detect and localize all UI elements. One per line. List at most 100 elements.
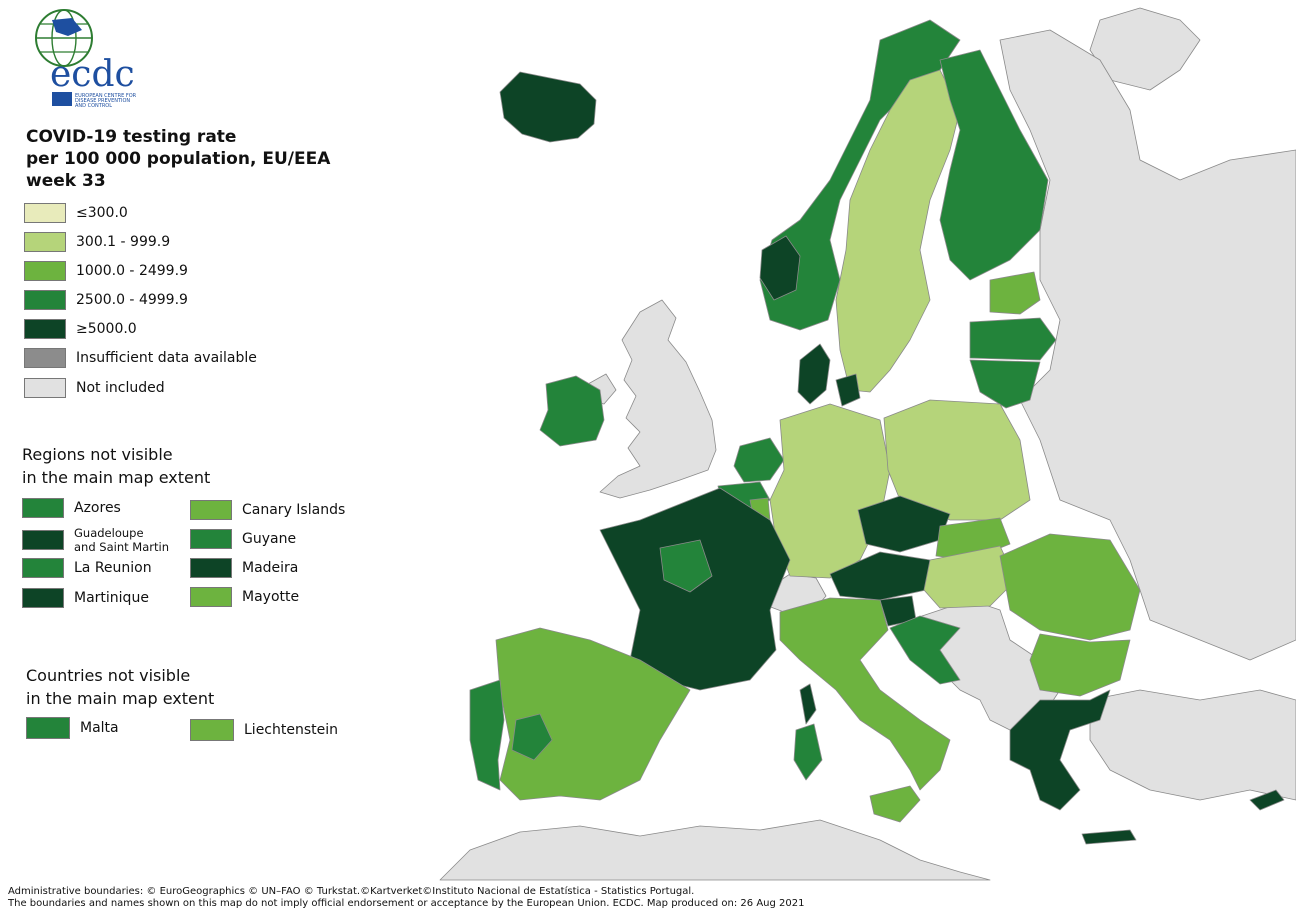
- legend-swatch: [22, 558, 64, 578]
- regions-title-line-1: Regions not visible: [22, 445, 173, 464]
- region-label: Guadeloupe and Saint Martin: [74, 526, 169, 554]
- country-legend-item: Malta: [26, 717, 119, 739]
- title-line-1: COVID-19 testing rate: [26, 127, 237, 147]
- region-corsica: [799, 683, 817, 725]
- logo-subtitle-2: DISEASE PREVENTION: [75, 98, 130, 104]
- logo-subtitle-1: EUROPEAN CENTRE FOR: [75, 93, 137, 99]
- legend-swatch: [26, 717, 70, 739]
- legend-item: Not included: [24, 377, 165, 399]
- legend-swatch: [190, 558, 232, 578]
- legend-swatch: [190, 529, 232, 549]
- country-greece: [1009, 689, 1111, 811]
- title-line-3: week 33: [26, 171, 106, 191]
- legend-label: 300.1 - 999.9: [76, 234, 171, 250]
- country-hungary: [923, 545, 1017, 609]
- logo-wordmark: ecdc: [50, 54, 135, 95]
- region-france-centre: [659, 539, 713, 593]
- country-iceland: [499, 71, 597, 143]
- legend-swatch: [24, 232, 66, 252]
- country-finland: [939, 49, 1049, 281]
- region-spain-west: [511, 713, 553, 761]
- country-poland: [883, 399, 1031, 521]
- title-line-2: per 100 000 population, EU/EEA: [26, 149, 331, 169]
- country-romania: [999, 533, 1141, 641]
- legend-swatch: [24, 378, 66, 398]
- footer-attribution: Administrative boundaries: © EuroGeograp…: [8, 886, 804, 910]
- region-legend-item: Madeira: [190, 557, 298, 579]
- region-legend-item: Mayotte: [190, 586, 299, 608]
- country-france: [599, 487, 791, 691]
- ecdc-logo: ecdc EUROPEAN CENTRE FOR DISEASE PREVENT…: [35, 9, 137, 109]
- country-bulgaria: [1029, 633, 1131, 697]
- region-label: Canary Islands: [242, 502, 346, 518]
- country-sweden: [835, 69, 961, 393]
- legend-swatch: [22, 498, 64, 518]
- country-denmark: [797, 343, 831, 405]
- legend-item: ≥5000.0: [24, 318, 137, 340]
- countries-title-line-2: in the main map extent: [26, 689, 215, 708]
- legend-swatch: [24, 348, 66, 368]
- region-label: Azores: [74, 500, 121, 516]
- region-uk: [599, 299, 717, 499]
- legend-item: Insufficient data available: [24, 347, 257, 369]
- legend-swatch: [24, 319, 66, 339]
- region-label: Mayotte: [242, 589, 300, 605]
- legend-label: ≤300.0: [76, 205, 128, 221]
- legend-item: 300.1 - 999.9: [24, 231, 170, 253]
- country-estonia: [989, 271, 1041, 315]
- region-turkey: [1089, 689, 1296, 801]
- region-denmark-islands: [835, 373, 861, 407]
- country-label: Liechtenstein: [244, 722, 339, 738]
- legend-swatch: [22, 530, 64, 550]
- region-label: La Reunion: [74, 560, 152, 576]
- legend-item: 2500.0 - 4999.9: [24, 289, 188, 311]
- region-sicily: [869, 785, 921, 823]
- regions-section-title: Regions not visible in the main map exte…: [22, 443, 210, 489]
- legend-swatch: [190, 719, 234, 741]
- legend-label: 1000.0 - 2499.9: [76, 263, 188, 279]
- legend-item: ≤300.0: [24, 202, 128, 224]
- regions-title-line-2: in the main map extent: [22, 468, 211, 487]
- country-lithuania: [969, 359, 1041, 409]
- region-legend-item: Guadeloupe and Saint Martin: [22, 526, 169, 554]
- region-label: Madeira: [242, 560, 299, 576]
- eu-flag-icon: [52, 92, 72, 106]
- legend-swatch: [190, 587, 232, 607]
- country-croatia: [889, 615, 961, 685]
- footer-line-1: Administrative boundaries: © EuroGeograp…: [8, 886, 695, 897]
- legend-swatch: [24, 290, 66, 310]
- legend-swatch: [190, 500, 232, 520]
- legend-swatch: [24, 203, 66, 223]
- country-latvia: [969, 317, 1057, 361]
- region-sardinia: [793, 723, 823, 781]
- legend-swatch: [22, 588, 64, 608]
- region-legend-item: Azores: [22, 497, 121, 519]
- legend-label: 2500.0 - 4999.9: [76, 292, 188, 308]
- countries-title-line-1: Countries not visible: [26, 666, 191, 685]
- region-crete: [1081, 829, 1137, 845]
- region-legend-item: Guyane: [190, 528, 296, 550]
- legend-label: Insufficient data available: [76, 350, 257, 366]
- region-label: Martinique: [74, 590, 149, 606]
- country-italy: [779, 597, 951, 791]
- legend-swatch: [24, 261, 66, 281]
- region-north-africa: [439, 819, 991, 881]
- legend-panel: ecdc EUROPEAN CENTRE FOR DISEASE PREVENT…: [0, 0, 400, 880]
- region-label: Guyane: [242, 531, 297, 547]
- legend-label: Not included: [76, 380, 165, 396]
- map-title: COVID-19 testing rate per 100 000 popula…: [26, 126, 330, 192]
- country-germany: [769, 403, 891, 579]
- legend-item: 1000.0 - 2499.9: [24, 260, 188, 282]
- region-norway-west: [759, 235, 801, 301]
- country-label: Malta: [80, 720, 119, 736]
- country-spain: [495, 627, 691, 801]
- region-legend-item: Canary Islands: [190, 499, 345, 521]
- country-ireland: [539, 375, 605, 447]
- legend-label: ≥5000.0: [76, 321, 137, 337]
- country-cyprus: [1249, 789, 1285, 811]
- region-legend-item: Martinique: [22, 587, 149, 609]
- country-legend-item: Liechtenstein: [190, 719, 338, 741]
- logo-subtitle-3: AND CONTROL: [75, 103, 112, 109]
- countries-section-title: Countries not visible in the main map ex…: [26, 664, 214, 710]
